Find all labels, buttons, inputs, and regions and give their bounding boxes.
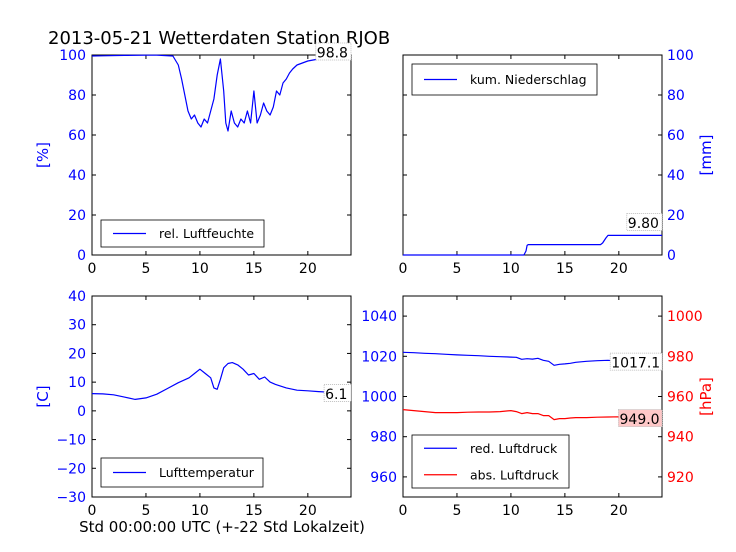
last-value-label: 9.80 xyxy=(628,216,659,232)
y-tick-label: 980 xyxy=(370,430,397,446)
legend-entry: Lufttemperatur xyxy=(159,465,255,480)
x-tick-label: 10 xyxy=(502,261,520,277)
y-tick-label: 1020 xyxy=(361,349,397,365)
series-line-abs--luftdruck xyxy=(402,409,663,421)
figure-title: 2013-05-21 Wetterdaten Station RJOB xyxy=(48,28,390,49)
x-tick-label: 10 xyxy=(502,503,520,519)
last-value-box xyxy=(315,42,352,61)
x-tick-label: 0 xyxy=(88,503,97,519)
y-tick-label: 60 xyxy=(667,128,685,144)
chart-panel-temperature: 0 5 10 15 20 −30 −20 −10 0 10 20 30 40 [C] Lufttempera… xyxy=(34,289,352,519)
chart-panel-precipitation: 0 5 10 15 20 0 20 40 60 80 100 [mm] kum. Niederschla… xyxy=(399,48,715,277)
x-tick-label: 0 xyxy=(88,261,97,277)
x-tick-label: 0 xyxy=(399,503,408,519)
last-value-box xyxy=(626,213,663,231)
last-value-box xyxy=(618,409,663,427)
y-tick-label: 0 xyxy=(77,248,86,264)
y-axis-label: [C] xyxy=(34,385,52,407)
last-value-label: 6.1 xyxy=(325,387,347,403)
y-tick-label: −20 xyxy=(56,461,86,477)
y-tick-label: 80 xyxy=(68,88,86,104)
y-tick-label: 20 xyxy=(667,208,685,224)
y-tick-label: 940 xyxy=(667,430,694,446)
y-tick-label: 960 xyxy=(667,390,694,406)
series-line-rel--luftfeuchte xyxy=(91,54,351,132)
chart-panel-humidity: 0 5 10 15 20 0 20 40 60 80 100 [%] rel. Luftfeuchte 9… xyxy=(34,42,352,277)
x-tick-label: 20 xyxy=(610,503,628,519)
axes-frame xyxy=(402,54,663,256)
legend-entry: abs. Luftdruck xyxy=(470,467,560,482)
x-tick-label: 20 xyxy=(299,261,317,277)
x-tick-label: 15 xyxy=(556,503,574,519)
y-tick-label: 30 xyxy=(68,318,86,334)
x-tick-label: 5 xyxy=(141,261,150,277)
x-tick-label: 5 xyxy=(141,503,150,519)
x-tick-label: 15 xyxy=(245,261,263,277)
y-tick-label: 10 xyxy=(68,375,86,391)
legend: rel. Luftfeuchte xyxy=(100,219,265,248)
x-tick-label: 20 xyxy=(610,261,628,277)
y-tick-label: 1000 xyxy=(361,390,397,406)
last-value-label: 1017.1 xyxy=(611,356,660,372)
legend: red. Luftdruck abs. Luftdruck xyxy=(411,434,570,489)
y-axis-label: [mm] xyxy=(697,135,715,176)
y-tick-label: −30 xyxy=(56,490,86,506)
y-tick-label: 0 xyxy=(77,404,86,420)
y-tick-label: 1000 xyxy=(667,309,703,325)
legend-entry: red. Luftdruck xyxy=(470,441,558,456)
y-tick-label: 60 xyxy=(68,128,86,144)
y-tick-label: 100 xyxy=(59,48,86,64)
series-line-kum--niederschlag xyxy=(403,234,662,256)
legend-entry: kum. Niederschlag xyxy=(470,72,587,87)
legend-entry: rel. Luftfeuchte xyxy=(159,226,254,241)
last-value-label: 98.8 xyxy=(317,46,348,62)
series-line-red--luftdruck xyxy=(402,351,662,366)
x-tick-label: 15 xyxy=(556,261,574,277)
legend: kum. Niederschlag xyxy=(411,63,598,96)
x-tick-label: 5 xyxy=(452,261,461,277)
x-tick-label: 10 xyxy=(191,503,209,519)
x-tick-label: 20 xyxy=(299,503,317,519)
last-value-box xyxy=(609,352,663,371)
x-tick-label: 15 xyxy=(245,503,263,519)
x-tick-label: 0 xyxy=(399,261,408,277)
x-tick-label: 5 xyxy=(452,503,461,519)
y-tick-label: 920 xyxy=(667,470,694,486)
legend: Lufttemperatur xyxy=(100,457,264,488)
chart-panel-pressure: 0 5 10 15 20 960 980 1000 1020 1040 920 940 960 980 10… xyxy=(361,295,715,519)
y-tick-label: −10 xyxy=(56,433,86,449)
y-tick-label: 100 xyxy=(667,48,694,64)
y-tick-label: 980 xyxy=(667,349,694,365)
y-tick-label: 1040 xyxy=(361,309,397,325)
y-tick-label: 40 xyxy=(68,289,86,305)
series-line-lufttemperatur xyxy=(91,362,352,400)
y-tick-label: 960 xyxy=(370,470,397,486)
y-axis-label: [%] xyxy=(34,142,52,168)
y-tick-label: 20 xyxy=(68,208,86,224)
y-tick-label: 20 xyxy=(68,346,86,362)
y-tick-label: 0 xyxy=(667,248,676,264)
legend-box xyxy=(411,434,570,489)
figure-x-axis-label: Std 00:00:00 UTC (+-22 Std Lokalzeit) xyxy=(79,518,365,536)
x-tick-label: 10 xyxy=(191,261,209,277)
y-axis-label: [hPa] xyxy=(697,377,715,416)
last-value-box xyxy=(323,383,352,402)
y-tick-label: 80 xyxy=(667,88,685,104)
y-tick-label: 40 xyxy=(68,168,86,184)
axes-frame xyxy=(91,54,352,256)
y-tick-label: 40 xyxy=(667,168,685,184)
last-value-label: 949.0 xyxy=(620,412,660,428)
